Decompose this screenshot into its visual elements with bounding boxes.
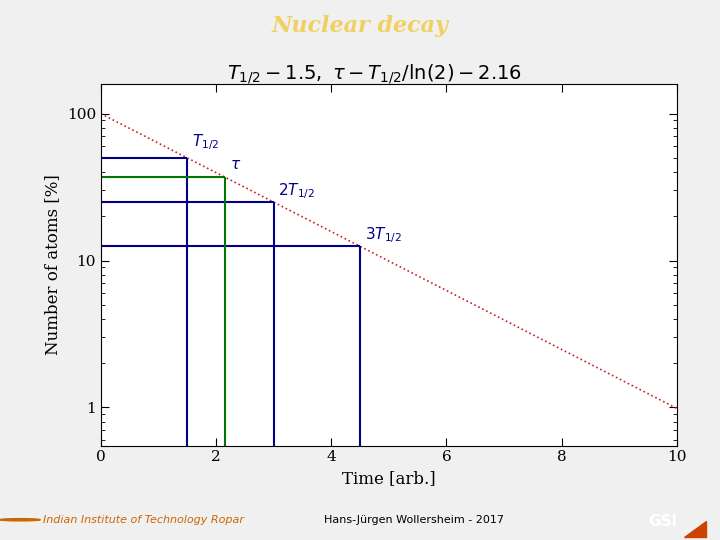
Text: Hans-Jürgen Wollersheim - 2017: Hans-Jürgen Wollersheim - 2017 [324,515,504,525]
Text: Nuclear decay: Nuclear decay [271,15,449,37]
X-axis label: Time [arb.]: Time [arb.] [342,470,436,487]
Polygon shape [684,521,706,537]
Text: GSI: GSI [648,514,677,529]
Text: $T_{1/2} - 1.5,\ \tau - T_{1/2}/\mathrm{ln}(2) - 2.16$: $T_{1/2} - 1.5,\ \tau - T_{1/2}/\mathrm{… [227,63,522,86]
Text: $\tau$: $\tau$ [230,158,241,172]
Text: $2T_{1/2}$: $2T_{1/2}$ [278,180,315,200]
Circle shape [0,518,40,521]
Y-axis label: Number of atoms [%]: Number of atoms [%] [44,174,61,355]
Text: $3T_{1/2}$: $3T_{1/2}$ [364,225,401,245]
Text: $T_{1/2}$: $T_{1/2}$ [192,132,219,152]
Text: Indian Institute of Technology Ropar: Indian Institute of Technology Ropar [43,515,244,525]
